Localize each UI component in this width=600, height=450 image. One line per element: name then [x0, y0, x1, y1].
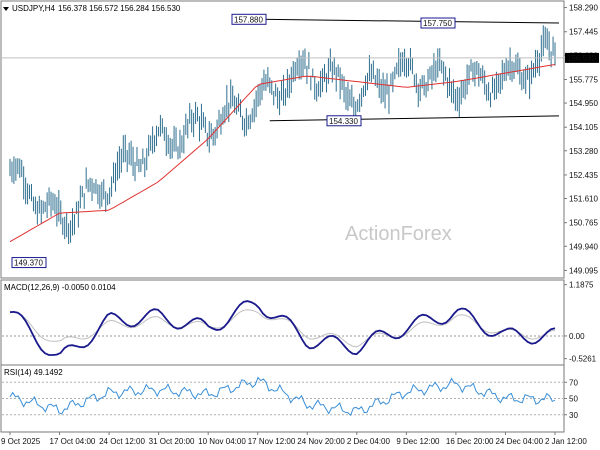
price-annotation-box	[420, 17, 456, 29]
macd-main-line	[9, 300, 556, 356]
triangle-down-icon[interactable]	[3, 7, 9, 11]
macd-pane-frame	[0, 279, 565, 366]
x-tick-label: 2 Dec 04:00	[347, 437, 391, 446]
rsi-line	[9, 376, 556, 417]
x-tick-label: 24 Dec 04:00	[495, 437, 543, 446]
symbol-label: USDJPY,H4	[12, 4, 56, 13]
x-tick-label: 24 Nov 20:00	[297, 437, 345, 446]
price-tick-label: 158.290	[569, 4, 598, 13]
current-price-box	[565, 52, 599, 63]
channel-lower-line[interactable]	[269, 115, 560, 122]
watermark: ActionForex	[345, 223, 452, 245]
price-tick-label: 150.765	[569, 219, 598, 228]
x-tick-label: 2 Jan 12:00	[545, 437, 587, 446]
x-tick-label: 31 Oct 20:00	[149, 437, 195, 446]
price-annotations: 157.880 157.750 154.330 149.370	[11, 13, 456, 269]
price-tick-label: 154.105	[569, 123, 598, 132]
macd-label: MACD(12,26,9) -0.0050 0.0104	[4, 283, 116, 292]
price-annotation-box	[11, 257, 47, 269]
macd-tick-label: 0.00	[569, 332, 585, 341]
price-annotation-label: 149.370	[14, 259, 43, 268]
x-tick-label: 16 Dec 20:00	[446, 437, 494, 446]
price-annotation-label: 157.880	[234, 15, 263, 24]
price-tick-label: 155.775	[569, 75, 598, 84]
price-candles	[9, 25, 556, 245]
price-tick-label: 152.435	[569, 171, 598, 180]
rsi-tick-label: 50	[569, 395, 578, 404]
price-annotation-label: 154.330	[329, 117, 358, 126]
rsi-line-path	[9, 376, 556, 417]
price-annotation-box	[231, 13, 267, 25]
moving-average	[9, 64, 556, 243]
macd-tick-label: 1.1875	[569, 281, 594, 290]
channel-lines	[259, 18, 560, 122]
x-tick-label: 17 Nov 12:00	[248, 437, 296, 446]
rsi-tick-label: 70	[569, 378, 578, 387]
price-annotation-label: 157.750	[423, 19, 452, 28]
price-tick-label: 149.940	[569, 242, 598, 251]
x-tick-label: 17 Oct 04:00	[50, 437, 96, 446]
x-tick-label: 9 Dec 12:00	[396, 437, 440, 446]
price-tick-label: 149.095	[569, 266, 598, 275]
rsi-axis: 70 50 30	[2, 378, 578, 420]
price-axis: 158.290157.445156.620155.775154.950154.1…	[564, 4, 598, 275]
x-tick-label: 9 Oct 2025	[1, 437, 41, 446]
ohlc-readout: 156.378 156.572 156.284 156.530	[58, 4, 181, 13]
x-axis: 9 Oct 2025 17 Oct 04:00 24 Oct 12:00 31 Oct…	[1, 432, 587, 446]
channel-upper-line[interactable]	[259, 18, 560, 24]
current-price-label: 156.530	[567, 54, 596, 63]
current-price-marker: 156.530	[2, 52, 599, 63]
price-tick-label: 157.445	[569, 28, 598, 37]
price-annotation-box	[326, 115, 362, 127]
rsi-tick-label: 30	[569, 411, 578, 420]
macd-lines	[9, 300, 556, 356]
price-pane-frame	[0, 0, 565, 279]
x-tick-label: 10 Nov 04:00	[198, 437, 246, 446]
rsi-label: RSI(14) 49.1492	[4, 368, 63, 377]
price-tick-label: 151.610	[569, 195, 598, 204]
x-tick-label: 24 Oct 12:00	[99, 437, 145, 446]
macd-tick-label: -0.5261	[569, 355, 597, 364]
macd-axis: 1.1875 0.00 -0.5261	[2, 281, 597, 364]
price-tick-label: 154.950	[569, 99, 598, 108]
price-tick-label: 153.280	[569, 147, 598, 156]
ma-line	[9, 64, 556, 243]
